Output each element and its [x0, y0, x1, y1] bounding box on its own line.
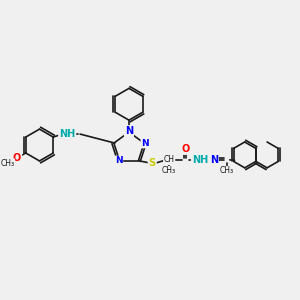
- Text: S: S: [149, 158, 156, 168]
- Text: NH: NH: [192, 155, 208, 165]
- Text: N: N: [125, 126, 133, 136]
- Text: CH₃: CH₃: [220, 166, 234, 175]
- Text: O: O: [13, 153, 21, 163]
- Text: CH: CH: [164, 155, 175, 164]
- Text: NH: NH: [59, 129, 75, 139]
- Text: O: O: [182, 144, 190, 154]
- Text: N: N: [115, 156, 122, 165]
- Text: CH₃: CH₃: [1, 159, 15, 168]
- Text: N: N: [141, 139, 149, 148]
- Text: N: N: [210, 155, 218, 165]
- Text: CH₃: CH₃: [162, 166, 176, 175]
